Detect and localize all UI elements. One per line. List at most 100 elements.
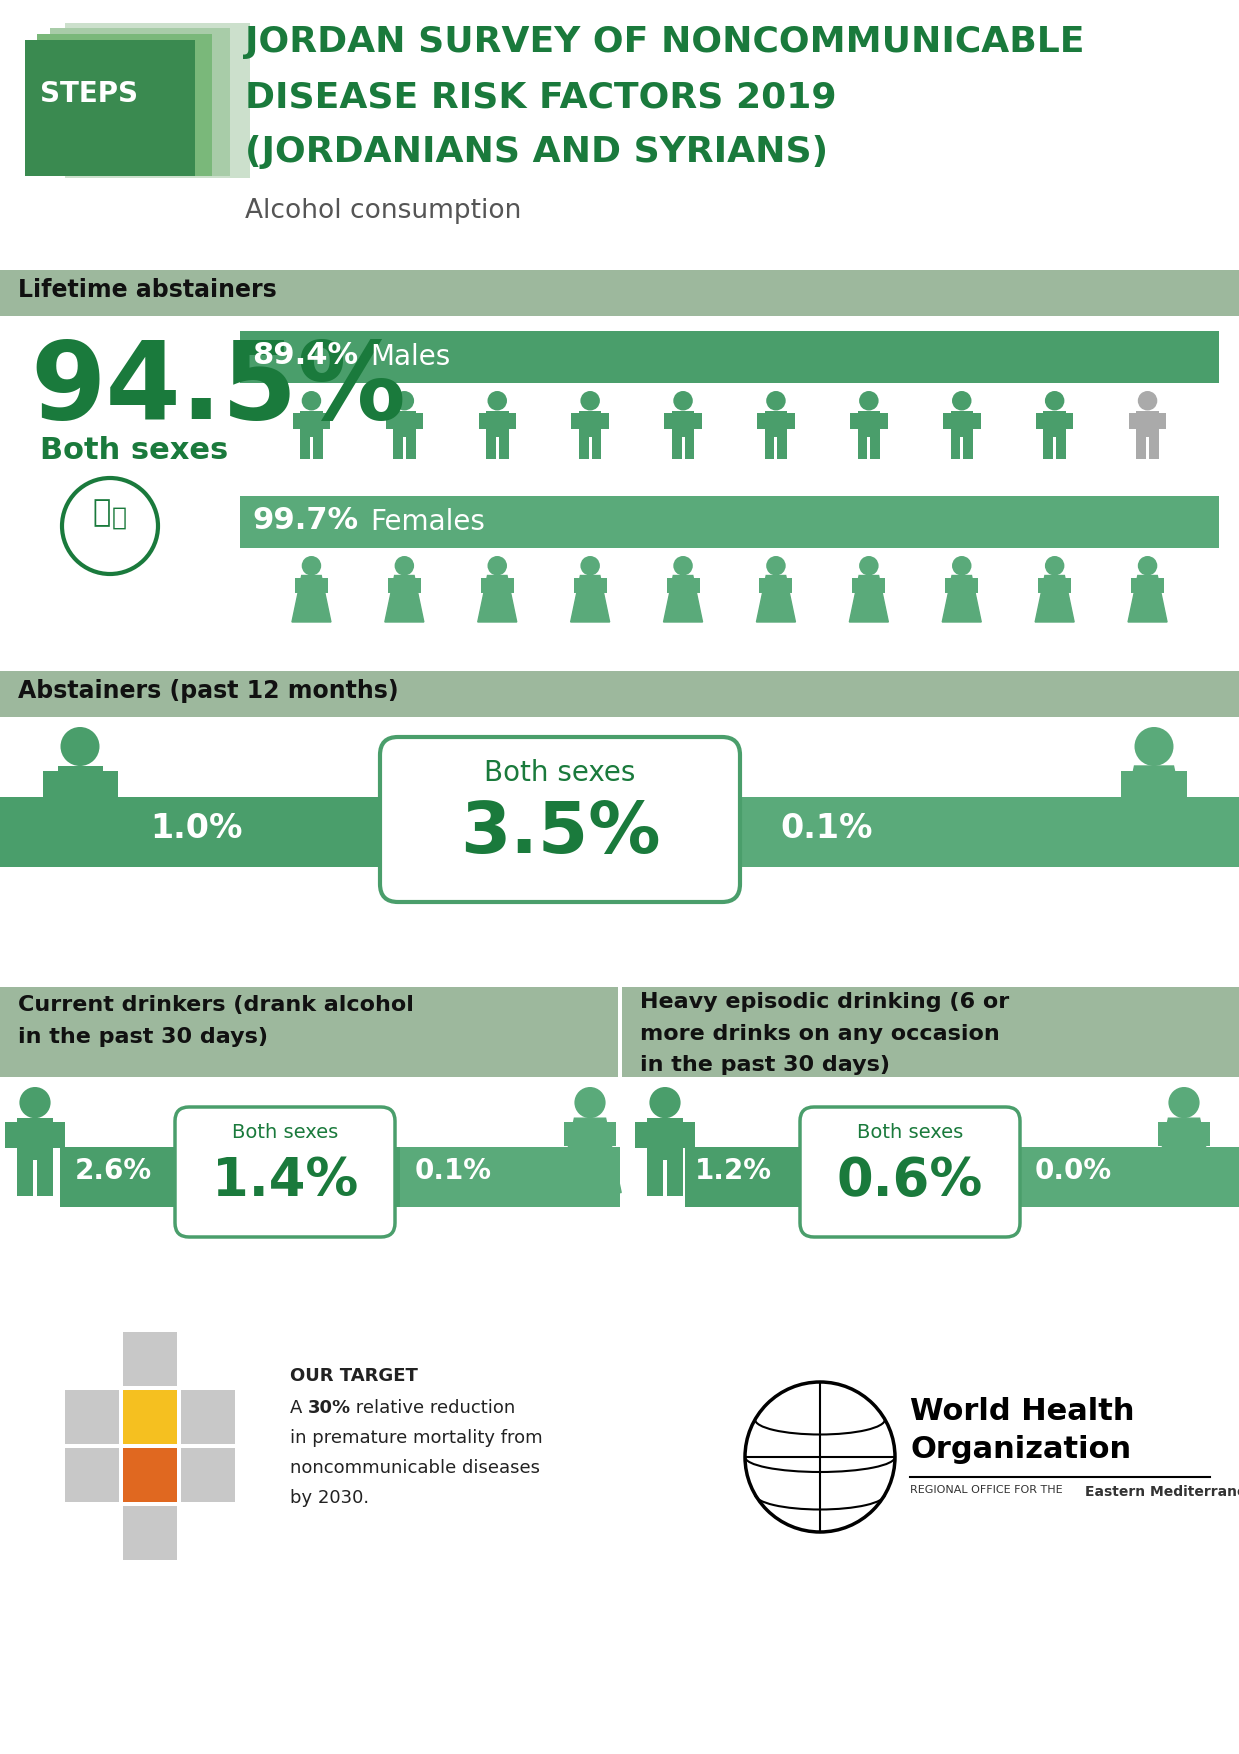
Circle shape <box>649 1087 680 1119</box>
Bar <box>564 1123 575 1145</box>
Bar <box>388 577 394 593</box>
Circle shape <box>1044 556 1064 575</box>
Bar <box>83 819 103 863</box>
Bar <box>683 1123 695 1149</box>
Text: in the past 30 days): in the past 30 days) <box>641 1054 890 1075</box>
Bar <box>880 412 887 430</box>
Text: JORDAN SURVEY OF NONCOMMUNICABLE: JORDAN SURVEY OF NONCOMMUNICABLE <box>245 25 1084 60</box>
Polygon shape <box>385 575 424 623</box>
Polygon shape <box>1115 766 1193 859</box>
Bar <box>322 412 331 430</box>
Bar <box>0 270 1239 316</box>
Bar <box>50 28 230 175</box>
Circle shape <box>1044 391 1064 410</box>
Text: Both sexes: Both sexes <box>484 759 636 788</box>
Bar <box>1066 412 1073 430</box>
Bar <box>1129 412 1136 430</box>
Bar <box>300 410 322 437</box>
Bar <box>786 577 793 593</box>
Bar <box>393 437 403 460</box>
Bar <box>414 577 421 593</box>
Bar <box>17 1119 53 1159</box>
Text: 1.0%: 1.0% <box>150 812 243 845</box>
Bar <box>123 1389 177 1444</box>
Text: 94.5%: 94.5% <box>30 337 406 442</box>
Text: OUR TARGET: OUR TARGET <box>290 1366 418 1386</box>
Text: 🍾: 🍾 <box>92 498 110 526</box>
Text: Males: Males <box>370 344 450 372</box>
Bar <box>1136 410 1158 437</box>
Bar <box>685 437 694 460</box>
Bar <box>1043 410 1066 437</box>
Text: Both sexes: Both sexes <box>40 437 228 465</box>
Bar <box>486 437 496 460</box>
Circle shape <box>859 556 878 575</box>
Circle shape <box>575 1087 606 1119</box>
Text: 3.5%: 3.5% <box>460 800 660 868</box>
Circle shape <box>487 556 507 575</box>
Bar <box>181 1389 235 1444</box>
Text: by 2030.: by 2030. <box>290 1489 369 1507</box>
Circle shape <box>394 556 414 575</box>
Bar <box>878 577 886 593</box>
Bar <box>508 412 515 430</box>
Circle shape <box>1168 1087 1199 1119</box>
Bar <box>42 770 57 803</box>
Bar <box>37 33 212 175</box>
Bar <box>0 672 1239 717</box>
Bar <box>321 577 328 593</box>
Circle shape <box>1135 726 1173 766</box>
Bar <box>973 412 980 430</box>
Circle shape <box>766 556 786 575</box>
Text: Current drinkers (drank alcohol: Current drinkers (drank alcohol <box>19 995 414 1016</box>
Bar <box>59 1147 620 1207</box>
Text: 0.1%: 0.1% <box>781 812 872 845</box>
Text: World Health: World Health <box>909 1396 1135 1426</box>
Text: REGIONAL OFFICE FOR THE: REGIONAL OFFICE FOR THE <box>909 1486 1063 1494</box>
Bar <box>672 410 694 437</box>
Bar <box>870 437 880 460</box>
Bar <box>647 1159 663 1196</box>
Bar <box>1157 1123 1168 1145</box>
Bar <box>292 412 300 430</box>
Text: Both sexes: Both sexes <box>857 1123 963 1142</box>
Bar <box>571 412 579 430</box>
Text: 2.6%: 2.6% <box>76 1158 152 1186</box>
Polygon shape <box>571 575 610 623</box>
Bar <box>574 577 580 593</box>
FancyBboxPatch shape <box>380 737 740 902</box>
Polygon shape <box>757 575 795 623</box>
Bar <box>64 1449 119 1501</box>
Circle shape <box>952 556 971 575</box>
Circle shape <box>394 391 414 410</box>
Circle shape <box>61 726 99 766</box>
Bar <box>123 1449 177 1501</box>
Text: Heavy episodic drinking (6 or: Heavy episodic drinking (6 or <box>641 993 1010 1012</box>
Text: 1.4%: 1.4% <box>212 1154 358 1207</box>
Text: 0.0%: 0.0% <box>1035 1158 1113 1186</box>
Bar <box>857 437 867 460</box>
Bar <box>950 437 960 460</box>
Bar <box>5 1123 17 1149</box>
Bar <box>694 412 701 430</box>
Text: 0.1%: 0.1% <box>415 1158 492 1186</box>
Bar <box>481 577 487 593</box>
Circle shape <box>1137 556 1157 575</box>
FancyBboxPatch shape <box>800 1107 1020 1237</box>
Bar <box>606 1123 616 1145</box>
Bar <box>850 412 857 430</box>
Bar <box>103 770 118 803</box>
Polygon shape <box>664 575 703 623</box>
Circle shape <box>580 391 600 410</box>
Bar <box>123 1331 177 1386</box>
Bar <box>757 412 764 430</box>
Bar <box>693 577 700 593</box>
Bar <box>25 40 195 175</box>
Bar <box>385 412 393 430</box>
Circle shape <box>673 391 693 410</box>
Polygon shape <box>942 575 981 623</box>
Bar <box>668 1159 683 1196</box>
Bar <box>1173 770 1187 800</box>
Text: STEPS: STEPS <box>40 81 138 109</box>
Bar <box>636 1123 647 1149</box>
